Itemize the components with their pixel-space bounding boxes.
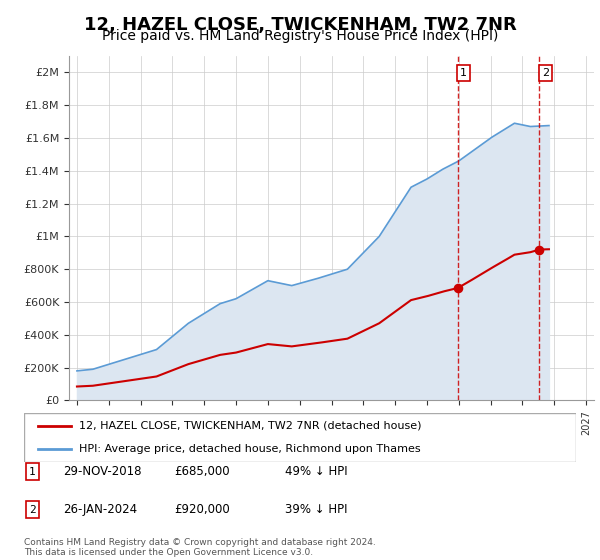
Text: 2: 2 (29, 505, 35, 515)
Point (535, 245, 544, 254)
FancyBboxPatch shape (24, 413, 576, 462)
Text: 12, HAZEL CLOSE, TWICKENHAM, TW2 7NR (detached house): 12, HAZEL CLOSE, TWICKENHAM, TW2 7NR (de… (79, 421, 422, 431)
Text: Price paid vs. HM Land Registry's House Price Index (HPI): Price paid vs. HM Land Registry's House … (102, 29, 498, 43)
Text: HPI: Average price, detached house, Richmond upon Thames: HPI: Average price, detached house, Rich… (79, 444, 421, 454)
Text: £920,000: £920,000 (174, 503, 230, 516)
Text: Contains HM Land Registry data © Crown copyright and database right 2024.
This d: Contains HM Land Registry data © Crown c… (24, 538, 376, 557)
Text: 29-NOV-2018: 29-NOV-2018 (63, 465, 142, 478)
Text: 12, HAZEL CLOSE, TWICKENHAM, TW2 7NR: 12, HAZEL CLOSE, TWICKENHAM, TW2 7NR (83, 16, 517, 34)
Text: 49% ↓ HPI: 49% ↓ HPI (285, 465, 347, 478)
Point (453, 283, 463, 292)
Text: 1: 1 (29, 466, 35, 477)
Text: £685,000: £685,000 (174, 465, 230, 478)
Text: 1: 1 (460, 68, 467, 78)
Text: 2: 2 (542, 68, 549, 78)
Text: 26-JAN-2024: 26-JAN-2024 (63, 503, 137, 516)
Text: 39% ↓ HPI: 39% ↓ HPI (285, 503, 347, 516)
